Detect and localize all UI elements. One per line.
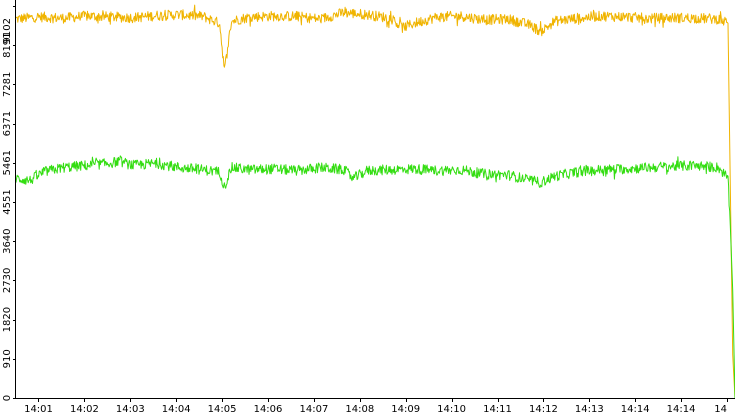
x-tick-label: 14:04 <box>162 404 191 415</box>
y-tick-label: 4551 <box>2 189 13 214</box>
x-tick-label: 14:02 <box>70 404 99 415</box>
y-tick-label: 6371 <box>2 111 13 136</box>
x-tick-label: 14:03 <box>116 404 145 415</box>
series-layer <box>15 4 735 399</box>
y-tick-label: 7281 <box>2 72 13 97</box>
x-tick-label: 14:11 <box>483 404 512 415</box>
x-tick-label: 14:12 <box>529 404 558 415</box>
y-tick-label: 8191 <box>2 32 13 57</box>
x-tick-label: 14:05 <box>208 404 237 415</box>
y-tick-label: 0 <box>2 395 13 401</box>
y-tick-label: 2730 <box>2 268 13 293</box>
y-tick-label: 9102 <box>2 18 13 43</box>
x-tick-label: 14:14 <box>667 404 696 415</box>
y-tick-label: 910 <box>2 349 13 368</box>
series-line-2 <box>15 155 735 399</box>
axes-layer <box>15 0 735 399</box>
x-tick-label: 14:10 <box>437 404 466 415</box>
x-tick-label: 14:13 <box>575 404 604 415</box>
y-tick-label: 1820 <box>2 307 13 332</box>
x-tick-label: 14:07 <box>299 404 328 415</box>
y-tick-label: 3640 <box>2 228 13 253</box>
x-tick-label: 14:01 <box>24 404 53 415</box>
series-line-1 <box>15 4 735 399</box>
x-tick-label: 14:08 <box>345 404 374 415</box>
y-tick-label: 5461 <box>2 150 13 175</box>
x-tick-label: 14:14 <box>621 404 650 415</box>
x-tick-label: 14:06 <box>254 404 283 415</box>
x-tick-label: 14:09 <box>391 404 420 415</box>
x-tick-label: 14 <box>714 404 727 415</box>
x-ticks-layer: 14:01 14:02 14:03 14:04 14:05 14:06 14:07 14:08… <box>24 398 728 415</box>
